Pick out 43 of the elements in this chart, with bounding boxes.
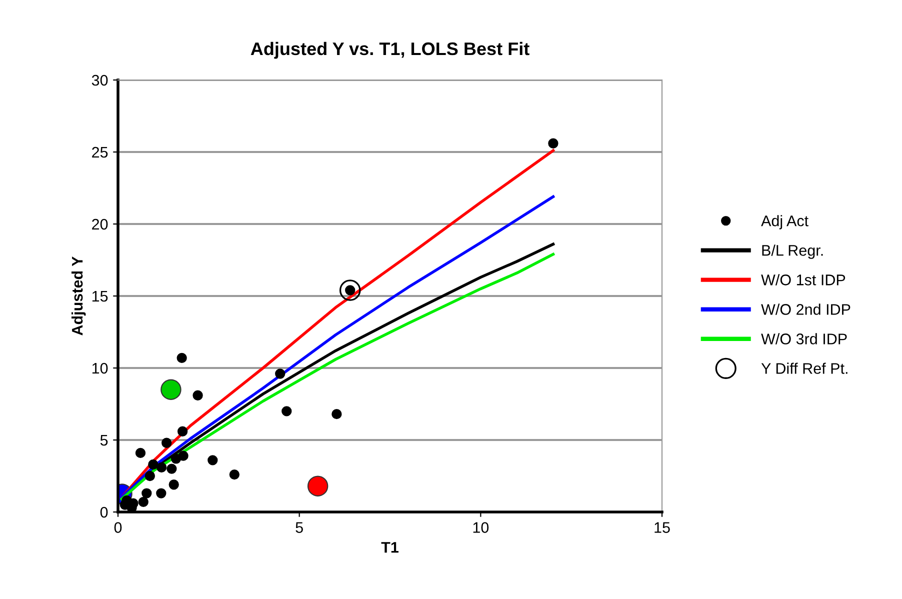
point	[332, 408, 342, 420]
y-tick-label: 10	[92, 362, 108, 374]
y-axis-title: Adjusted Y	[71, 256, 86, 336]
y-tick-label: 0	[100, 506, 108, 518]
chart-title: Adjusted Y vs. T1, LOLS Best Fit	[250, 42, 530, 59]
x-tick-label: 10	[473, 522, 489, 533]
x-axis-title: T1	[381, 542, 398, 553]
point	[138, 496, 148, 508]
point	[162, 438, 172, 448]
point	[168, 480, 179, 490]
point	[148, 459, 158, 470]
point	[160, 379, 182, 400]
y-tick-label: 25	[92, 146, 108, 158]
point	[548, 138, 558, 148]
point	[229, 469, 240, 480]
legend-label: W/O 1st IDP	[761, 274, 846, 286]
point	[307, 476, 328, 496]
point	[156, 462, 167, 472]
point	[142, 488, 152, 498]
y-tick-label: 5	[100, 435, 108, 446]
legend-label: W/O 3rd IDP	[761, 333, 847, 344]
point	[170, 454, 182, 464]
point	[177, 426, 188, 436]
point	[135, 448, 146, 458]
y-tick-label: 20	[92, 218, 108, 230]
point	[282, 406, 292, 416]
legend-label: Y Diff Ref Pt.	[761, 362, 848, 374]
legend-label: W/O 2nd IDP	[761, 304, 850, 315]
y-tick-label: 15	[92, 291, 108, 302]
point	[275, 368, 286, 379]
y-tick-label: 30	[92, 74, 108, 86]
x-tick-label: 0	[114, 522, 122, 533]
point	[166, 464, 177, 474]
point	[156, 488, 166, 498]
legend-label: Adj Act	[761, 215, 808, 230]
point	[339, 280, 361, 301]
x-tick-label: 5	[296, 522, 303, 533]
point	[144, 470, 155, 482]
x-tick-label: 15	[654, 522, 670, 533]
point	[192, 390, 203, 400]
point	[208, 455, 218, 466]
point	[176, 352, 187, 364]
legend-label: B/L Regr.	[762, 244, 823, 259]
